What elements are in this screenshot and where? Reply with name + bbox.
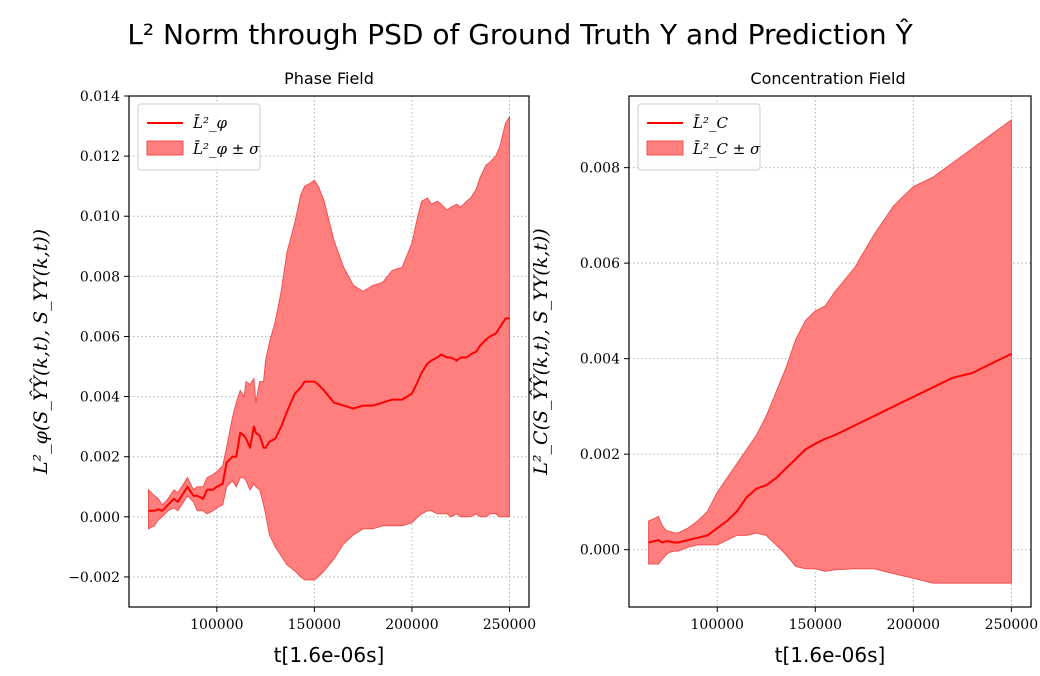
y-tick-label: 0.000: [80, 510, 120, 526]
y-tick-label: 0.008: [80, 269, 120, 285]
x-tick-label: 150000: [789, 617, 842, 633]
phase-field-axes: Phase Field 100000 150000 200000 250000 −0.0…: [29, 69, 536, 667]
phase-field-plot-area: [148, 115, 510, 581]
phase-field-ticks: 100000 150000 200000 250000 −0.002 0.000 0.002…: [68, 89, 536, 633]
sigma-band: [148, 115, 510, 581]
y-tick-label: 0.004: [580, 352, 620, 368]
concentration-field-ticks: 100000 150000 200000 250000 0.000 0.002 0.004 0…: [580, 161, 1038, 633]
concentration-field-xlabel: t[1.6e-06s]: [775, 643, 886, 667]
x-tick-label: 150000: [288, 617, 341, 633]
x-tick-label: 100000: [190, 617, 243, 633]
concentration-field-title: Concentration Field: [750, 69, 905, 88]
phase-field-ylabel: L²_φ(S_ŶŶ(k,t), S_YY(k,t)): [29, 229, 52, 475]
x-tick-label: 200000: [887, 617, 940, 633]
concentration-field-legend: L̄²_C L̄²_C ± σ: [637, 103, 761, 171]
x-tick-label: 250000: [483, 617, 536, 633]
legend-band-swatch: [146, 140, 184, 156]
y-tick-label: 0.006: [80, 329, 120, 345]
figure-title: L² Norm through PSD of Ground Truth Y an…: [127, 17, 913, 51]
sigma-band: [648, 118, 1012, 584]
legend-mean-label: L̄²_φ: [192, 114, 227, 132]
x-tick-label: 100000: [691, 617, 744, 633]
concentration-field-plot-area: [648, 118, 1012, 584]
y-tick-label: 0.010: [80, 209, 120, 225]
concentration-field-ylabel: L²_C(S_ŶŶ(k,t), S_YY(k,t)): [529, 228, 552, 475]
legend-band-label: L̄²_φ ± σ: [192, 140, 260, 158]
concentration-field-axes: Concentration Field 100000 150000 200000 25…: [529, 69, 1038, 667]
x-tick-label: 250000: [985, 617, 1038, 633]
y-tick-label: 0.014: [80, 89, 120, 105]
x-tick-label: 200000: [385, 617, 438, 633]
mean-line: [648, 353, 1012, 544]
y-tick-label: 0.006: [580, 256, 620, 272]
y-tick-label: 0.002: [80, 450, 120, 466]
y-tick-label: 0.002: [580, 447, 620, 463]
phase-field-frame: [128, 95, 530, 608]
concentration-field-frame: [628, 95, 1032, 608]
y-tick-label: 0.004: [80, 390, 120, 406]
phase-field-legend: L̄²_φ L̄²_φ ± σ: [137, 103, 261, 171]
mean-line: [148, 317, 510, 512]
phase-field-title: Phase Field: [284, 69, 374, 88]
legend-band-swatch: [646, 140, 684, 156]
phase-field-xlabel: t[1.6e-06s]: [274, 643, 385, 667]
y-tick-label: 0.012: [80, 149, 120, 165]
y-tick-label: 0.008: [580, 161, 620, 177]
y-tick-label: −0.002: [68, 570, 120, 586]
y-tick-label: 0.000: [580, 543, 620, 559]
legend-band-label: L̄²_C ± σ: [692, 140, 761, 158]
legend-mean-label: L̄²_C: [692, 114, 728, 132]
